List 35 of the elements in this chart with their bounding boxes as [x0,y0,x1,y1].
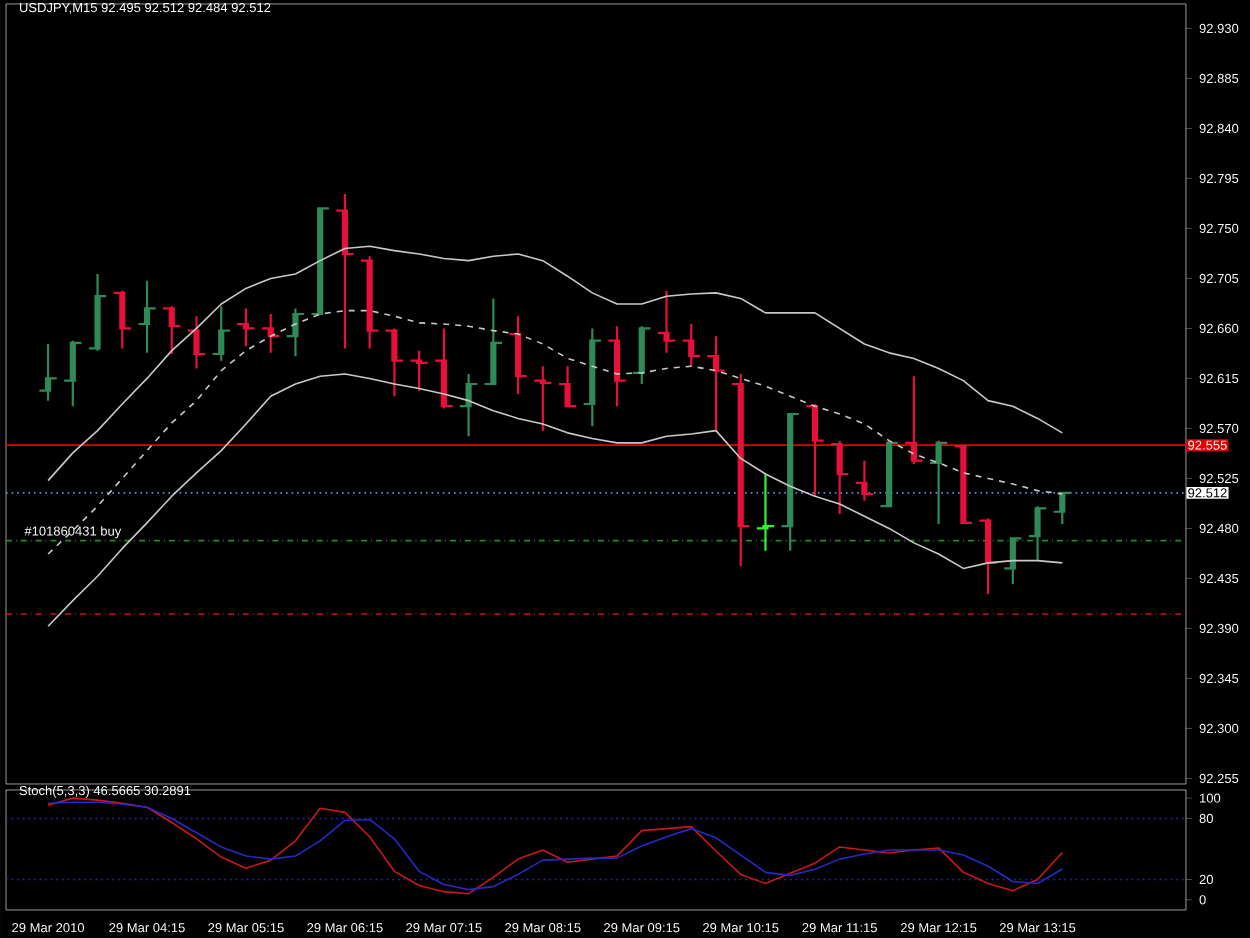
candlestick [63,339,83,408]
candlestick [854,459,875,502]
candlestick [335,192,355,350]
candlestick [409,349,429,392]
candlestick [582,327,603,428]
candlestick [236,307,256,348]
candlestick [829,439,850,516]
candlestick [706,335,726,432]
candlestick [1003,537,1023,586]
candlestick [681,322,701,368]
candlestick [38,342,58,402]
candlestick [755,472,776,552]
candlestick [656,289,677,354]
candlestick [260,312,281,354]
candlestick [607,325,627,408]
candlestick [557,365,578,408]
candlestick [434,327,454,410]
candlestick [508,315,528,396]
candlestick [978,517,998,596]
candlestick [483,297,504,386]
candlestick [87,272,108,352]
candlestick [805,402,825,498]
candlestick [285,307,306,358]
candlestick [137,279,157,354]
candlestick [1052,491,1073,526]
candlestick [904,375,924,466]
candlestick [458,372,479,438]
candlestick [384,327,405,398]
candlestick [186,315,207,370]
candlestick [112,289,133,350]
candlestick [211,305,231,362]
candlestick [533,365,553,432]
candlestick [162,305,182,356]
candlestick [1027,505,1048,562]
candlestick [928,439,949,526]
